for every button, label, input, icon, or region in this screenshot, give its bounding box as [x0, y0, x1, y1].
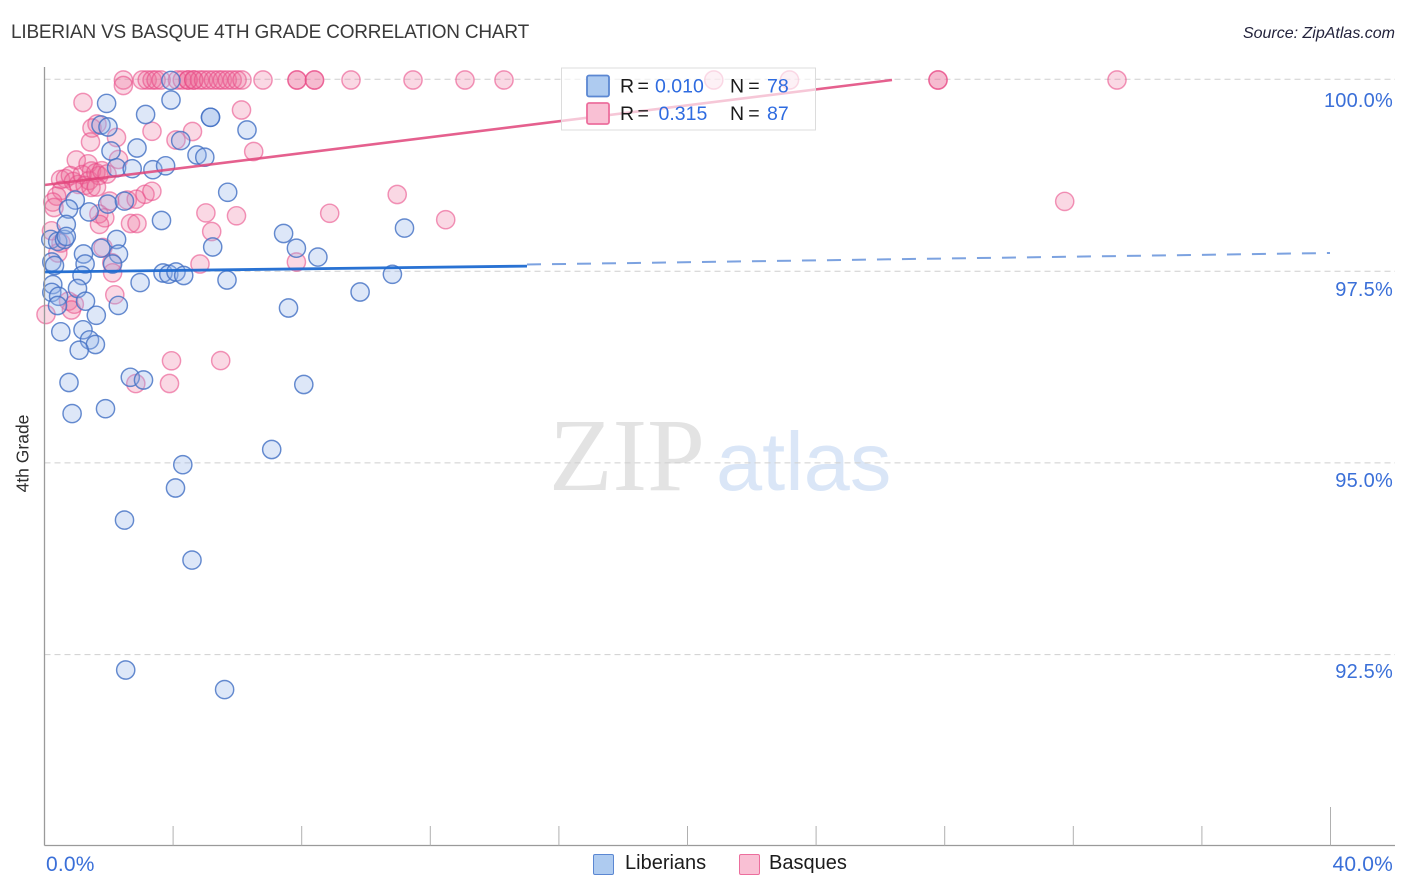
- svg-text:=: =: [638, 103, 649, 125]
- svg-text:=: =: [638, 76, 649, 98]
- svg-text:R: R: [620, 103, 634, 125]
- svg-text:N: N: [730, 103, 744, 125]
- svg-text:0.010: 0.010: [655, 76, 704, 98]
- svg-text:=: =: [748, 76, 759, 98]
- svg-text:78: 78: [767, 76, 789, 98]
- svg-text:87: 87: [767, 103, 789, 125]
- svg-text:ZIP: ZIP: [549, 398, 705, 513]
- svg-text:=: =: [748, 103, 759, 125]
- svg-text:R: R: [620, 76, 634, 98]
- svg-text:0.315: 0.315: [659, 103, 708, 125]
- svg-text:N: N: [730, 76, 744, 98]
- svg-text:atlas: atlas: [716, 415, 891, 508]
